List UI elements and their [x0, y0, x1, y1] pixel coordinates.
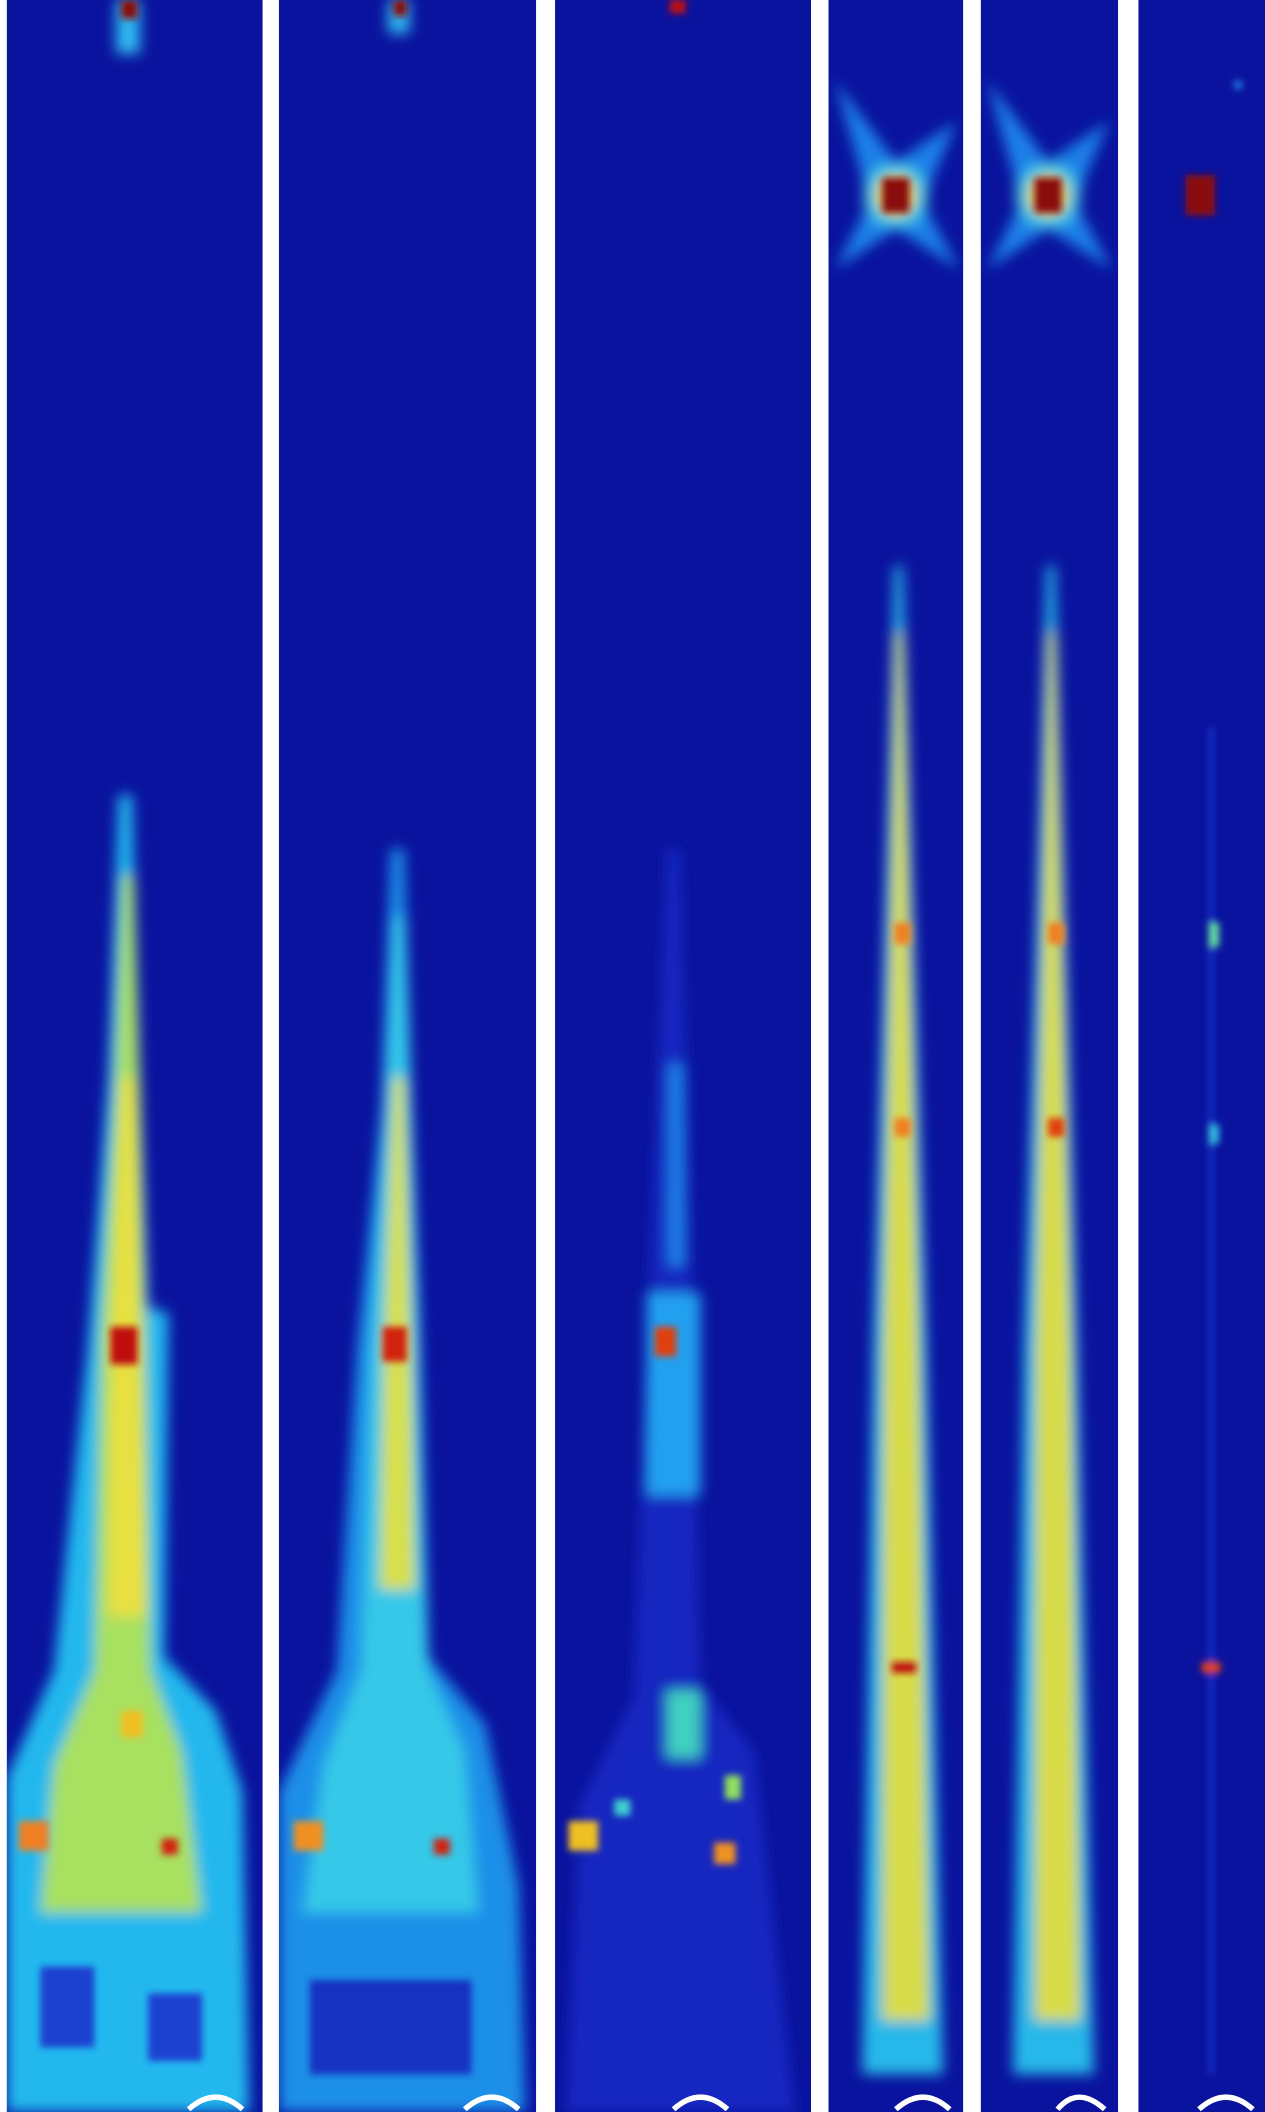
panel	[1138, 0, 1265, 2112]
panel	[279, 0, 536, 2112]
panel	[829, 0, 964, 2112]
page	[0, 0, 1265, 2112]
panel	[981, 0, 1118, 2112]
figure	[0, 0, 1265, 2112]
panel	[7, 0, 263, 2112]
panel	[555, 0, 811, 2112]
